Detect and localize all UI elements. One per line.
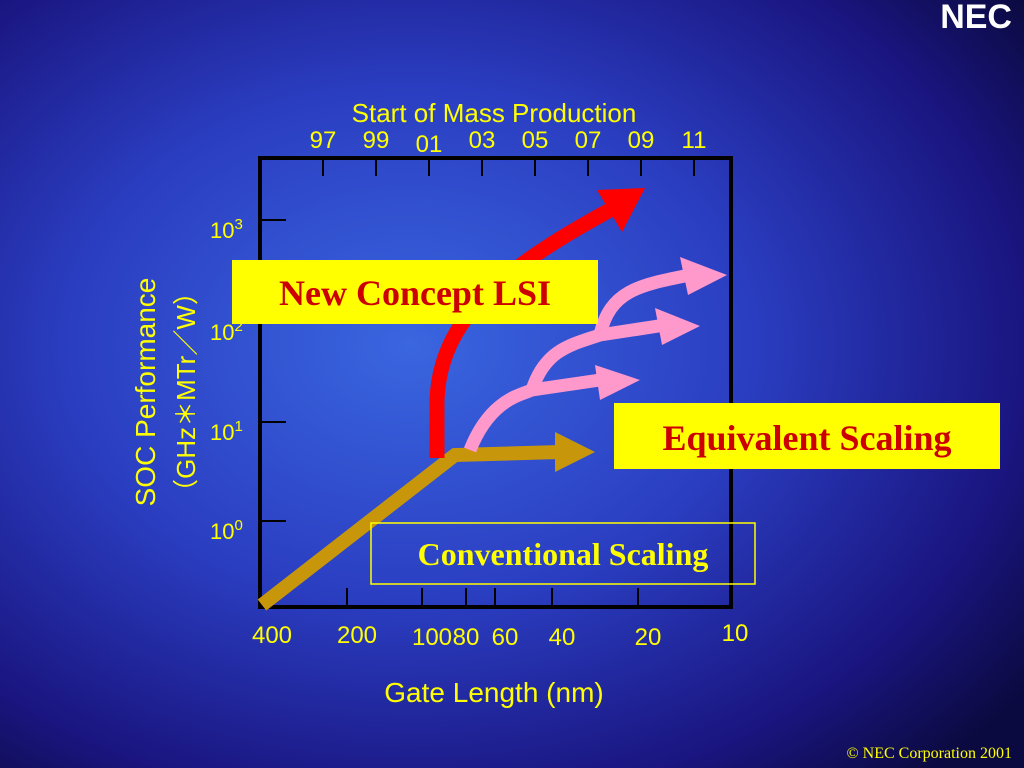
logo: NEC (940, 0, 1012, 36)
bottom-tick-label: 40 (549, 624, 576, 651)
tick-base: 10 (210, 519, 234, 544)
y-tick-label: 100 (210, 517, 243, 544)
label-box (232, 260, 598, 324)
pink-arrows (463, 268, 692, 453)
top-tick-label: 99 (363, 127, 390, 154)
top-tick-label: 07 (575, 127, 602, 154)
y-axis-title: （GHz＊MTr／W） (171, 279, 201, 505)
arrowhead (597, 188, 645, 232)
top-axis-title: Start of Mass Production (352, 98, 637, 128)
top-tick-label: 03 (469, 127, 496, 154)
tick-base: 10 (210, 320, 234, 345)
bottom-tick-label: 400 (252, 622, 292, 649)
bottom-tick-label: 200 (337, 622, 377, 649)
label-box (614, 403, 1000, 469)
x-axis-title: Gate Length (nm) (384, 677, 603, 708)
bottom-tick-label: 60 (492, 624, 519, 651)
conventional-label: Conventional Scaling (418, 536, 709, 572)
conventional-arrow (257, 445, 561, 611)
top-tick-label: 01 (416, 131, 443, 158)
label-box (370, 522, 756, 585)
y-tick-label: 101 (210, 418, 243, 445)
footer: © NEC Corporation 2001 (847, 745, 1012, 762)
y-tick-label: 102 (210, 318, 243, 345)
tick-exponent: 2 (234, 318, 242, 335)
tick-exponent: 0 (234, 517, 242, 534)
bottom-tick-label: 80 (453, 624, 480, 651)
bottom-tick-label: 100 (412, 624, 452, 651)
bottom-tick-label: 10 (722, 620, 749, 647)
top-tick-label: 09 (628, 127, 655, 154)
y-axis-title: SOC Performance (130, 278, 161, 507)
arrowhead (555, 432, 595, 472)
tick-exponent: 1 (234, 418, 242, 435)
top-tick-label: 97 (310, 127, 337, 154)
top-tick-label: 11 (682, 127, 707, 154)
arrowheads (595, 257, 727, 400)
bottom-tick-label: 20 (635, 624, 662, 651)
top-tick-label: 05 (522, 127, 549, 154)
tick-base: 10 (210, 218, 234, 243)
new-concept-label: New Concept LSI (279, 273, 551, 313)
tick-exponent: 3 (234, 216, 242, 233)
equivalent-label: Equivalent Scaling (662, 418, 951, 458)
y-tick-label: 103 (210, 216, 243, 243)
tick-base: 10 (210, 420, 234, 445)
